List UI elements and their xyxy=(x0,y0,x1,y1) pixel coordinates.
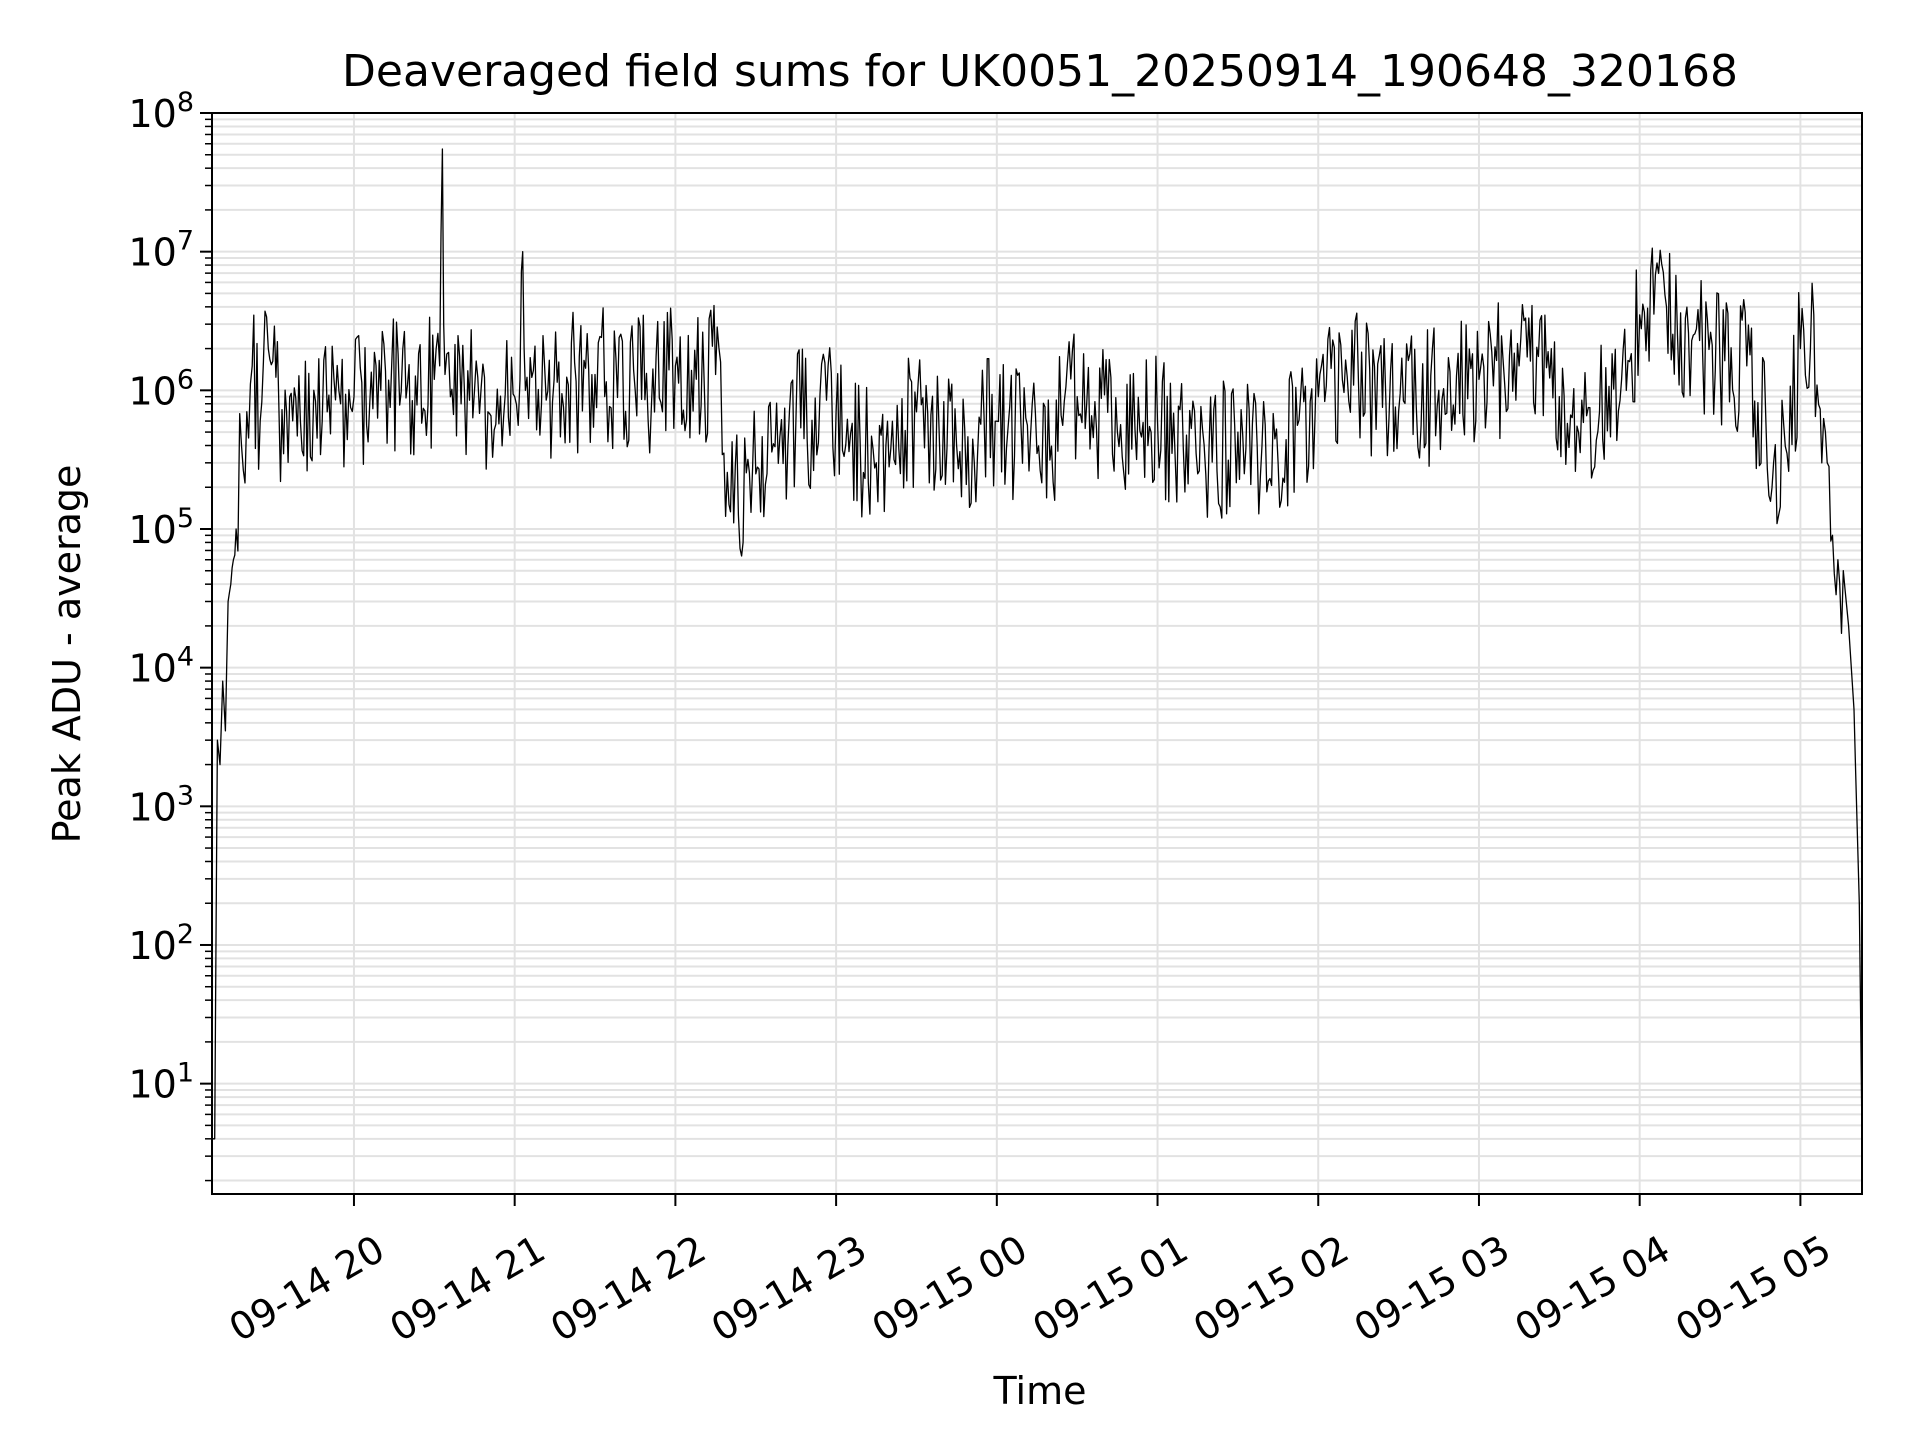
y-tick-label: 103 xyxy=(128,780,194,829)
y-tick-label: 104 xyxy=(128,642,194,691)
y-tick-label: 102 xyxy=(128,919,194,968)
series-line xyxy=(212,148,1863,1140)
series-layer xyxy=(212,148,1863,1140)
y-tick-label: 101 xyxy=(128,1058,194,1107)
y-tick-label: 108 xyxy=(128,87,194,136)
y-tick-label: 106 xyxy=(128,364,194,413)
y-axis-label: Peak ADU - average xyxy=(45,465,89,844)
axes-frame xyxy=(211,112,1863,1195)
minor-gridlines xyxy=(212,118,1862,1182)
y-tick-label: 105 xyxy=(128,503,194,552)
x-axis-label: Time xyxy=(993,1369,1087,1413)
chart-title: Deaveraged field sums for UK0051_2025091… xyxy=(342,46,1738,97)
y-tick-label: 107 xyxy=(128,226,194,275)
